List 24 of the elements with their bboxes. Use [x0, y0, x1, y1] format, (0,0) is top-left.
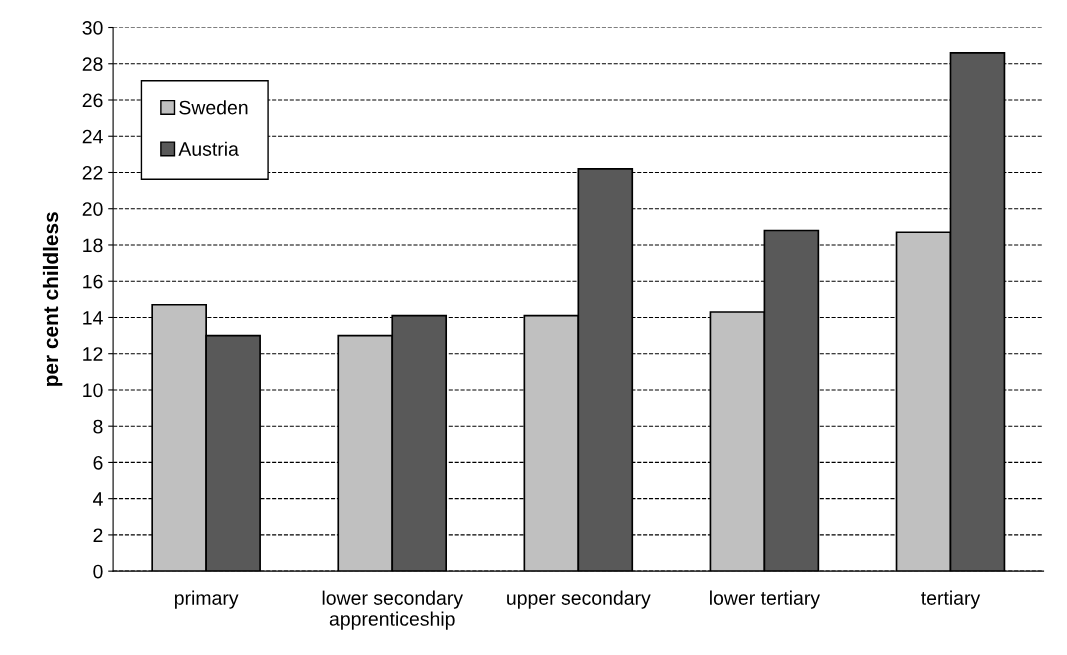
y-tick-label: 4	[93, 492, 103, 506]
y-tick-label: 6	[93, 455, 103, 470]
legend-label: Sweden	[179, 100, 248, 115]
x-tick-label: primary	[174, 590, 239, 609]
y-tick-label: 18	[83, 238, 103, 253]
legend-label: Austria	[178, 141, 239, 156]
x-tick-label: upper secondary	[507, 590, 651, 609]
y-axis-title: per cent childless	[42, 212, 63, 386]
y-tick-label: 10	[83, 383, 103, 398]
y-tick-label: 22	[82, 165, 103, 180]
x-tick-label: lower secondary apprenticeship	[322, 590, 463, 630]
y-tick-label: 12	[83, 347, 103, 361]
y-tick-label: 14	[83, 311, 103, 325]
y-tick-label: 24	[82, 129, 103, 144]
y-tick-label: 8	[93, 419, 103, 434]
y-tick-label: 16	[83, 274, 103, 289]
y-tick-label: 0	[93, 564, 103, 579]
y-tick-label: 2	[93, 528, 103, 542]
y-tick-label: 28	[82, 57, 103, 71]
y-tick-label: 26	[82, 93, 103, 108]
y-tick-label: 20	[82, 202, 103, 216]
x-tick-label: lower tertiary	[710, 590, 821, 609]
y-tick-label: 30	[82, 20, 103, 35]
x-tick-label: tertiary	[921, 590, 981, 609]
